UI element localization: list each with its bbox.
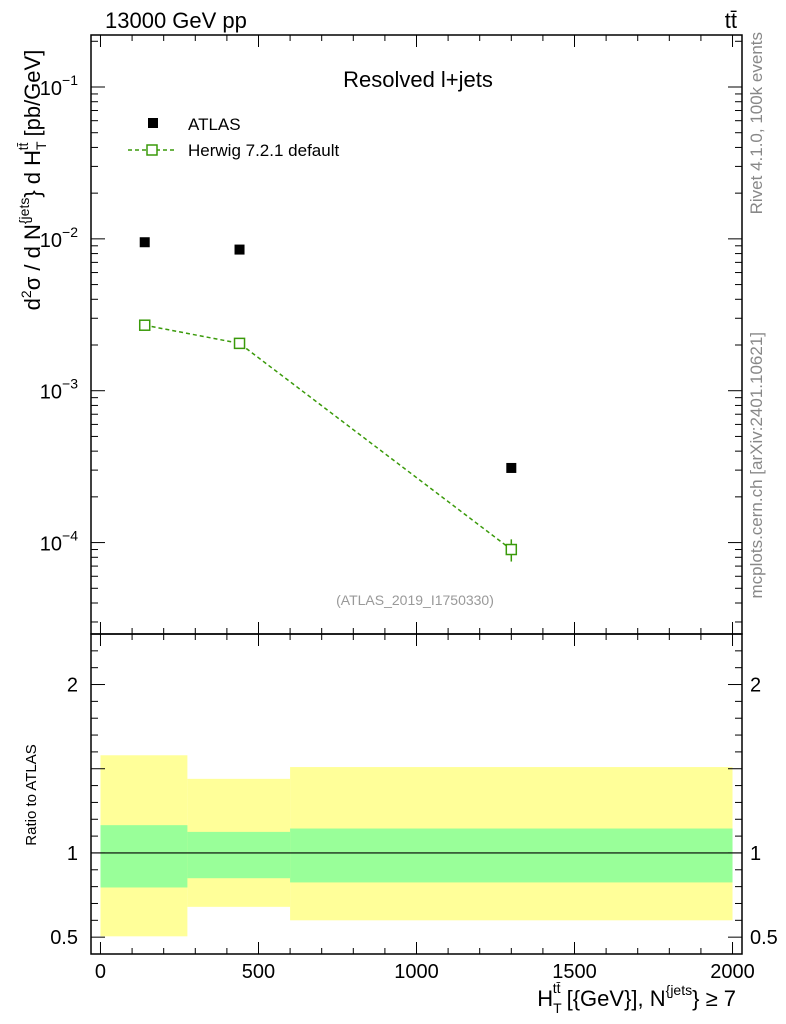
herwig-point-2 (505, 543, 518, 556)
legend-atlas-marker (148, 118, 158, 128)
main-y-tick-label-exponent: −2 (62, 224, 78, 240)
ratio-y-tick-label-left-2: 2 (67, 675, 78, 697)
main-y-tick-label-exponent: −3 (62, 376, 78, 392)
ratio-y-tick-label-right-1: 1 (750, 843, 761, 865)
ratio-band-inner-1 (187, 831, 291, 879)
main-y-label-unit: [pb/GeV] (20, 50, 45, 143)
ratio-band-inner-0 (100, 825, 188, 888)
main-y-tick-label-base: 10 (40, 382, 62, 404)
x-tick-label-500: 500 (242, 961, 275, 983)
x-label-sup-tt: tt̄ (553, 980, 561, 996)
herwig-line (144, 324, 512, 551)
ratio-y-tick-label-left-0: 0.5 (50, 927, 78, 949)
x-label-sub-t: T (553, 1000, 562, 1016)
ratio-y-axis-label: Ratio to ATLAS (23, 744, 40, 845)
main-y-label-sup-tt: tt̄ (15, 143, 31, 151)
analysis-reference: (ATLAS_2019_I1750330) (336, 592, 494, 608)
x-axis-label: HTtt̄ [{GeV}], N{jets} ≥ 7 (537, 980, 736, 1016)
ratio-y-tick-label-right-2: 2 (750, 675, 761, 697)
atlas-point-1 (234, 244, 245, 255)
main-y-label-d: d (20, 298, 45, 310)
main-y-tick-label-base: 10 (40, 230, 62, 252)
header-left: 13000 GeV pp (105, 8, 247, 33)
main-y-tick-label-exponent: −4 (62, 528, 78, 544)
x-tick-label-1000: 1000 (394, 961, 439, 983)
x-tick-label-2000: 2000 (710, 961, 755, 983)
ratio-y-tick-label-right-0: 0.5 (750, 927, 778, 949)
main-y-tick-label-3: 10−4 (40, 528, 78, 556)
legend-atlas-label: ATLAS (188, 115, 241, 134)
main-y-tick-label-base: 10 (40, 534, 62, 556)
main-y-label-sigma: σ / d N (20, 224, 45, 290)
main-y-label-sub-t: T (33, 141, 49, 150)
herwig-point-1 (233, 337, 246, 350)
x-tick-label-0: 0 (95, 961, 106, 983)
main-y-tick-label-2: 10−3 (40, 376, 78, 404)
main-y-tick-label-0: 10−1 (40, 72, 78, 100)
atlas-point-2 (506, 462, 517, 473)
main-y-tick-label-1: 10−2 (40, 224, 78, 252)
side-text-mcplots: mcplots.cern.ch [arXiv:2401.10621] (747, 332, 766, 598)
main-y-axis-label: d2σ / d N{jets} d HTtt̄ [pb/GeV] (15, 50, 49, 311)
x-label-mid: [{GeV}], N (560, 986, 665, 1011)
main-y-label-sup2: 2 (18, 290, 34, 298)
side-text-rivet: Rivet 4.1.0, 100k events (747, 32, 766, 214)
header-right: tt̄ (725, 8, 737, 33)
x-label-end: } ≥ 7 (692, 986, 736, 1011)
herwig-point-0 (138, 319, 151, 331)
legend-herwig-marker (146, 144, 158, 156)
main-y-label-close: } d H (20, 150, 45, 198)
x-label-jets: {jets (666, 982, 692, 998)
main-y-tick-label-base: 10 (40, 78, 62, 100)
x-tick-label-1500: 1500 (552, 961, 597, 983)
ratio-band-inner-2 (290, 828, 733, 883)
main-y-tick-label-exponent: −1 (62, 72, 78, 88)
main-y-label-jets: {jets (16, 198, 32, 224)
legend-herwig-label: Herwig 7.2.1 default (188, 141, 339, 160)
atlas-point-0 (139, 237, 150, 248)
plot-title: Resolved l+jets (343, 67, 493, 92)
ratio-y-tick-label-left-1: 1 (67, 843, 78, 865)
x-label-h: H (537, 986, 553, 1011)
